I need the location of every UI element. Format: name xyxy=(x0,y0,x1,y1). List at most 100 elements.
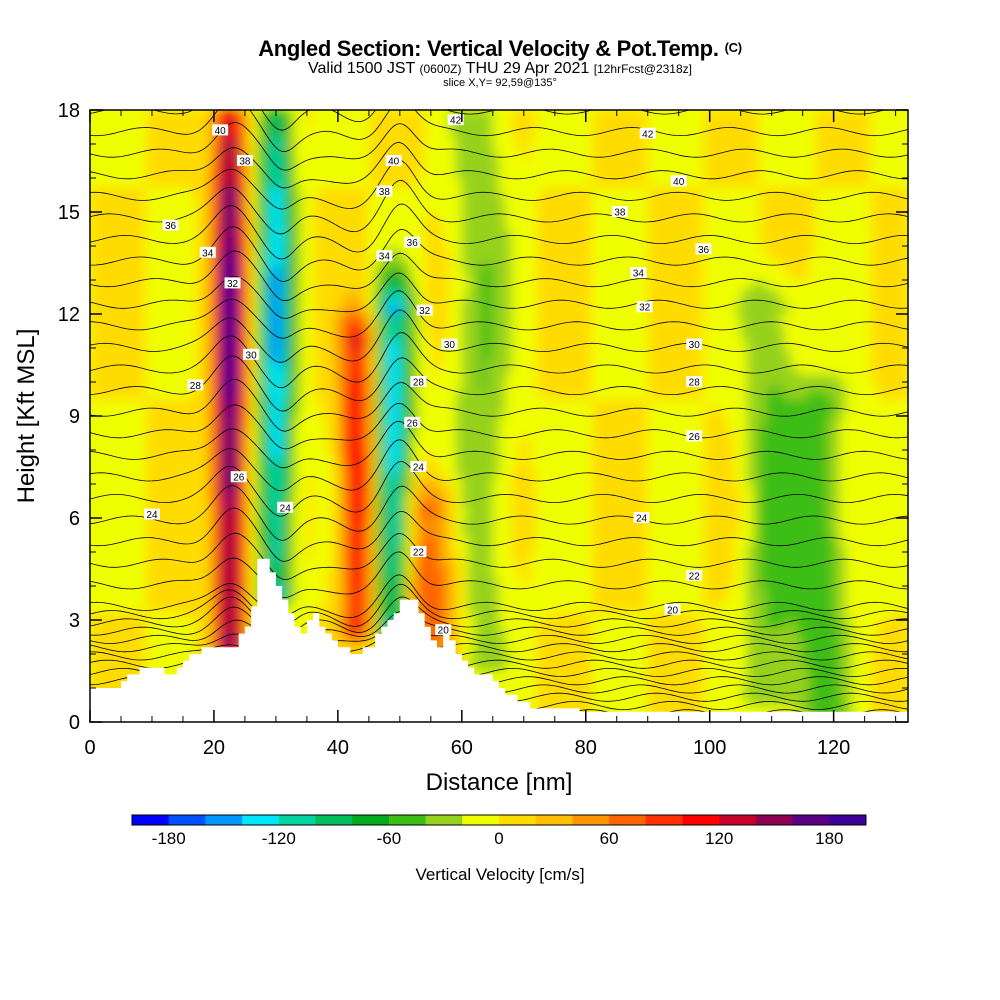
velocity-cell xyxy=(294,577,302,587)
velocity-cell xyxy=(331,543,339,553)
velocity-cell xyxy=(839,705,847,715)
velocity-cell xyxy=(697,662,705,672)
velocity-cell xyxy=(796,611,804,621)
velocity-cell xyxy=(207,620,215,630)
velocity-cell xyxy=(746,611,754,621)
velocity-cell xyxy=(399,535,407,545)
velocity-cell xyxy=(313,594,320,604)
velocity-cell xyxy=(858,552,866,562)
velocity-cell xyxy=(573,424,581,434)
velocity-cell xyxy=(356,492,364,502)
velocity-cell xyxy=(839,577,847,587)
velocity-cell xyxy=(164,654,172,664)
velocity-cell xyxy=(548,696,556,706)
velocity-cell xyxy=(523,518,531,528)
velocity-cell xyxy=(883,535,891,545)
velocity-cell xyxy=(895,628,903,638)
velocity-cell xyxy=(492,467,500,477)
velocity-cell xyxy=(145,586,153,596)
velocity-cell xyxy=(189,603,197,613)
velocity-cell xyxy=(877,484,884,494)
velocity-cell xyxy=(771,586,779,596)
velocity-cell xyxy=(610,543,618,553)
velocity-cell xyxy=(622,552,630,562)
velocity-cell xyxy=(901,509,908,519)
velocity-cell xyxy=(158,467,166,477)
velocity-cell xyxy=(808,492,816,502)
velocity-cell xyxy=(480,552,488,562)
velocity-cell xyxy=(715,696,723,706)
velocity-cell xyxy=(375,620,382,630)
velocity-cell xyxy=(554,620,562,630)
velocity-cell xyxy=(263,484,271,494)
velocity-cell xyxy=(542,696,550,706)
velocity-cell xyxy=(839,509,847,519)
velocity-cell xyxy=(684,535,692,545)
velocity-cell xyxy=(529,628,537,638)
velocity-cell xyxy=(511,552,519,562)
velocity-cell xyxy=(821,654,829,664)
velocity-cell xyxy=(796,458,804,468)
velocity-cell xyxy=(120,645,128,655)
velocity-cell xyxy=(226,407,234,417)
velocity-cell xyxy=(815,424,822,434)
velocity-cell xyxy=(858,526,866,536)
velocity-cell xyxy=(709,569,717,579)
velocity-cell xyxy=(375,492,382,502)
velocity-cell xyxy=(660,552,668,562)
velocity-cell xyxy=(232,458,240,468)
velocity-cell xyxy=(529,535,537,545)
velocity-cell xyxy=(331,501,339,511)
velocity-cell xyxy=(598,620,606,630)
velocity-cell xyxy=(554,407,562,417)
velocity-cell xyxy=(802,645,810,655)
velocity-cell xyxy=(684,407,692,417)
velocity-cell xyxy=(195,450,203,460)
velocity-cell xyxy=(505,416,513,426)
velocity-cell xyxy=(641,662,649,672)
velocity-cell xyxy=(505,645,513,655)
velocity-cell xyxy=(120,569,128,579)
velocity-cell xyxy=(703,450,711,460)
velocity-cell xyxy=(666,586,674,596)
velocity-cell xyxy=(883,475,891,485)
velocity-cell xyxy=(511,543,519,553)
velocity-cell xyxy=(418,416,426,426)
velocity-cell xyxy=(90,560,97,570)
velocity-cell xyxy=(864,518,872,528)
velocity-cell xyxy=(901,620,908,630)
velocity-cell xyxy=(573,526,581,536)
velocity-cell xyxy=(238,586,246,596)
velocity-cell xyxy=(325,577,333,587)
velocity-cell xyxy=(548,416,556,426)
velocity-cell xyxy=(821,552,829,562)
velocity-cell xyxy=(585,637,593,647)
velocity-cell xyxy=(257,475,265,485)
velocity-cell xyxy=(468,416,475,426)
velocity-cell xyxy=(833,475,841,485)
velocity-cell xyxy=(486,543,494,553)
velocity-cell xyxy=(883,467,891,477)
velocity-cell xyxy=(319,620,327,630)
velocity-cell xyxy=(821,688,829,698)
velocity-cell xyxy=(622,501,630,511)
velocity-cell xyxy=(313,424,320,434)
velocity-cell xyxy=(282,450,290,460)
velocity-cell xyxy=(319,450,327,460)
velocity-cell xyxy=(102,560,110,570)
velocity-cell xyxy=(120,509,128,519)
velocity-cell xyxy=(815,492,822,502)
velocity-cell xyxy=(151,407,159,417)
velocity-cell xyxy=(728,628,736,638)
velocity-cell xyxy=(703,577,711,587)
velocity-cell xyxy=(591,526,599,536)
velocity-cell xyxy=(399,458,407,468)
velocity-cell xyxy=(220,501,228,511)
velocity-cell xyxy=(399,424,407,434)
velocity-cell xyxy=(368,535,376,545)
velocity-cell xyxy=(145,628,153,638)
velocity-cell xyxy=(821,433,829,443)
velocity-cell xyxy=(771,407,779,417)
velocity-cell xyxy=(226,518,234,528)
velocity-cell xyxy=(734,586,742,596)
